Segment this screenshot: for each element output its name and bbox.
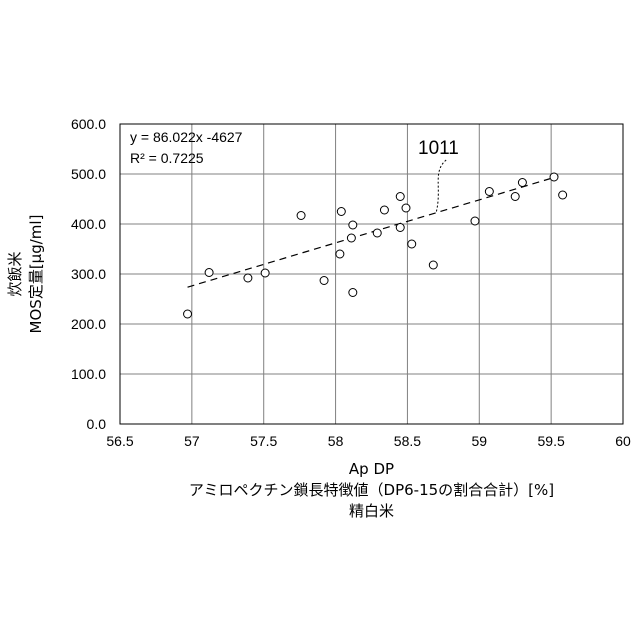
x-tick-label: 58.5 [394,433,421,449]
y-tick-label: 600.0 [71,116,106,132]
y-tick-label: 200.0 [71,316,106,332]
data-point [429,261,437,269]
x-axis-label-line: アミロペクチン鎖長特徴値（DP6-15の割合合計）[%] [189,481,554,499]
data-point [320,277,328,285]
data-point [261,269,269,277]
data-point [337,208,345,216]
data-point [380,206,388,214]
data-point [297,212,305,220]
y-tick-label: 400.0 [71,216,106,232]
data-point [336,250,344,258]
x-tick-label: 59 [471,433,487,449]
data-point [471,217,479,225]
data-point [518,179,526,187]
data-point [396,193,404,201]
x-tick-label: 57.5 [250,433,277,449]
x-tick-label: 59.5 [538,433,565,449]
data-point [559,191,567,199]
x-axis-label-line: 精白米 [349,502,394,520]
x-axis-label-line: Ap DP [349,460,394,478]
data-point [205,269,213,277]
data-point [396,224,404,232]
data-point [402,204,410,212]
trendline-equation: y = 86.022x -4627 [130,129,243,145]
data-point [349,289,357,297]
data-point [347,234,355,242]
data-point [373,229,381,237]
y-tick-label: 0.0 [87,416,107,432]
data-point [349,221,357,229]
data-point [408,240,416,248]
y-axis-label-line: MOS定量[μg/ml] [27,215,45,334]
trendline-r-squared: R² = 0.7225 [130,150,204,166]
y-tick-label: 100.0 [71,366,106,382]
data-point [244,274,252,282]
x-tick-label: 56.5 [106,433,133,449]
data-point [550,173,558,181]
x-tick-label: 58 [328,433,344,449]
x-tick-label: 57 [184,433,200,449]
data-point [485,188,493,196]
annotation-label: 1011 [418,138,459,159]
x-tick-label: 60 [615,433,631,449]
data-point [511,193,519,201]
y-tick-label: 300.0 [71,266,106,282]
data-point [184,310,192,318]
y-axis-label-line: 炊飯米 [6,251,24,296]
y-tick-label: 500.0 [71,166,106,182]
